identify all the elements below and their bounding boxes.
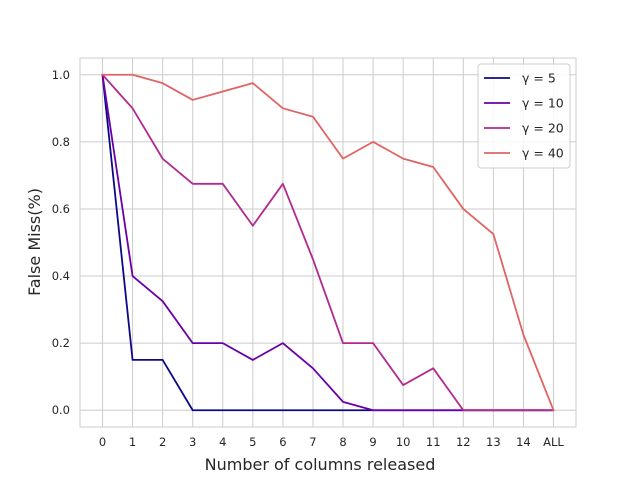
y-tick-label: 1.0 <box>52 68 70 82</box>
series-line-4 <box>101 73 555 412</box>
y-tick-label: 0.2 <box>52 336 70 350</box>
x-tick-label: 4 <box>219 435 226 449</box>
x-tick-label: 5 <box>249 435 256 449</box>
y-tick-label: 0.4 <box>52 269 70 283</box>
legend-label: γ = 5 <box>522 71 556 86</box>
y-tick-labels: 0.0 0.2 0.4 0.6 0.8 1.0 <box>52 68 70 417</box>
y-axis-label: False Miss(%) <box>25 188 44 296</box>
x-tick-label: 3 <box>189 435 196 449</box>
x-tick-label: 0 <box>99 435 106 449</box>
x-tick-label: 9 <box>369 435 376 449</box>
x-tick-label: 1 <box>129 435 136 449</box>
legend-box <box>477 63 571 169</box>
x-tick-label: ALL <box>543 435 564 449</box>
legend-label: γ = 10 <box>522 96 564 111</box>
x-tick-label: 6 <box>279 435 286 449</box>
plot-frame <box>79 57 577 428</box>
x-tick-labels: 0 1 2 3 4 5 6 7 8 9 10 11 12 13 14 ALL <box>99 435 565 449</box>
y-tick-label: 0.0 <box>52 403 70 417</box>
legend-label: γ = 20 <box>522 121 564 136</box>
y-tick-label: 0.8 <box>52 135 70 149</box>
series-lines <box>101 73 555 412</box>
legend: γ = 5 γ = 10 γ = 20 γ = 40 <box>477 63 571 169</box>
x-tick-label: 12 <box>456 435 471 449</box>
x-tick-label: 2 <box>159 435 166 449</box>
x-tick-label: 8 <box>339 435 346 449</box>
legend-label: γ = 40 <box>522 146 564 161</box>
x-tick-label: 10 <box>396 435 411 449</box>
y-tick-label: 0.6 <box>52 202 70 216</box>
series-line-3 <box>101 73 555 412</box>
x-tick-label: 7 <box>309 435 316 449</box>
x-tick-label: 11 <box>426 435 441 449</box>
x-tick-label: 13 <box>486 435 501 449</box>
x-axis-label: Number of columns released <box>205 455 436 474</box>
grid <box>80 58 576 427</box>
x-tick-label: 14 <box>516 435 531 449</box>
